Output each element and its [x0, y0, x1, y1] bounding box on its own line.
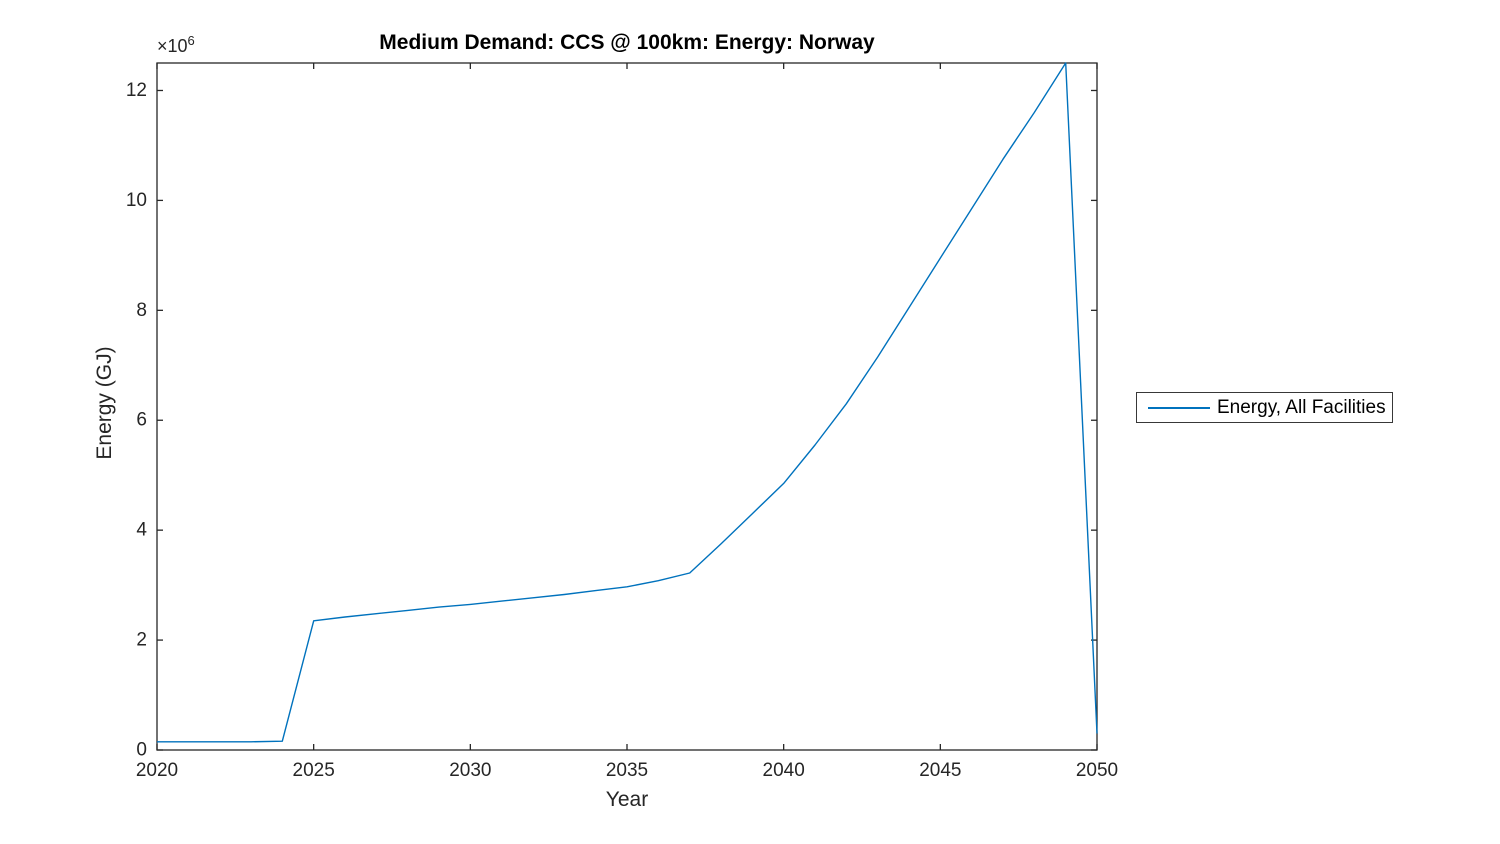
- energy-line-series: [157, 62, 1098, 743]
- x-tick-label: 2045: [919, 760, 961, 781]
- y-axis-exponent-power: 6: [187, 33, 195, 48]
- y-axis-exponent-mantissa: ×10: [157, 36, 188, 56]
- y-tick-label: 6: [136, 410, 147, 431]
- x-tick-label: 2020: [136, 760, 178, 781]
- y-axis-label-text: Energy (GJ): [93, 346, 116, 460]
- y-tick-label: 2: [136, 630, 147, 651]
- x-tick-label: 2025: [293, 760, 335, 781]
- y-tick-label: 8: [136, 300, 147, 321]
- y-tick-label: 12: [126, 80, 147, 101]
- legend-entry-label: Energy, All Facilities: [1217, 396, 1386, 418]
- x-axis-label: Year: [605, 788, 649, 811]
- y-tick-label: 4: [136, 520, 147, 541]
- chart-title: Medium Demand: CCS @ 100km: Energy: Norw…: [379, 31, 875, 54]
- x-tick-label: 2030: [449, 760, 491, 781]
- x-tick-label: 2040: [763, 760, 805, 781]
- x-tick-label: 2035: [606, 760, 648, 781]
- y-tick-label: 0: [136, 740, 147, 761]
- axes-frame: [156, 62, 1098, 751]
- legend-line-sample-icon: [1148, 406, 1210, 409]
- x-tick-label: 2050: [1076, 760, 1118, 781]
- legend: Energy, All Facilities: [1136, 392, 1393, 423]
- y-tick-label: 10: [126, 190, 147, 211]
- y-axis-exponent: ×106: [157, 33, 195, 57]
